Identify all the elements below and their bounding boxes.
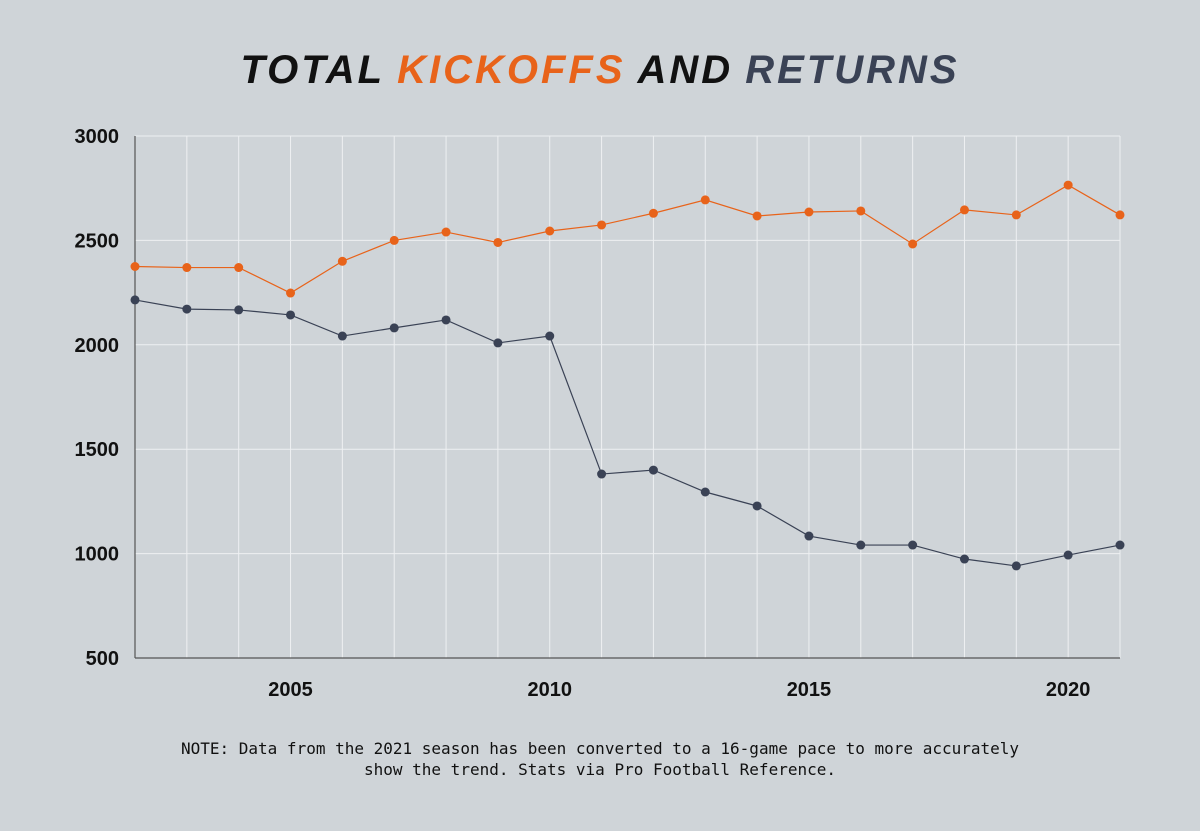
series-2-point — [700, 487, 710, 497]
series-2-point — [337, 331, 347, 341]
title-word-and: AND — [637, 48, 734, 92]
y-tick-label: 1000 — [75, 544, 120, 566]
x-tick-label: 2015 — [787, 679, 832, 701]
series-1-point — [130, 262, 140, 271]
series-2-point — [286, 310, 296, 320]
series-2-point — [648, 465, 658, 475]
series-2-point — [804, 531, 814, 541]
series-2-point — [1011, 561, 1021, 571]
series-1-point — [441, 227, 451, 237]
series-1-point — [1011, 210, 1021, 220]
series-1-point — [337, 256, 347, 266]
series-1-point — [752, 211, 762, 221]
x-tick-label: 2005 — [268, 679, 313, 701]
series-2-point — [908, 540, 918, 550]
series-2-point — [182, 304, 192, 314]
y-tick-label: 3000 — [75, 126, 120, 148]
series-1-point — [856, 206, 866, 216]
series-line-1 — [134, 184, 1121, 294]
series-1-point — [389, 235, 399, 245]
chart-note: NOTE: Data from the 2021 season has been… — [0, 738, 1200, 780]
series-2-point — [389, 323, 399, 333]
series-1-point — [182, 263, 192, 273]
series-2-point — [1115, 540, 1125, 550]
note-line-1: NOTE: Data from the 2021 season has been… — [180, 739, 1020, 758]
series-2-point — [597, 469, 607, 479]
series-line-2 — [134, 299, 1121, 567]
series-1-point — [234, 263, 244, 273]
series-2-point — [130, 295, 140, 305]
series-1-point — [1115, 210, 1125, 220]
series-1-point — [959, 205, 969, 215]
title-word-kickoffs: KICKOFFS — [397, 48, 626, 92]
series-2-point — [959, 554, 969, 564]
title-word-returns: RETURNS — [745, 48, 960, 92]
chart-title: TOTAL KICKOFFS AND RETURNS — [0, 48, 1200, 93]
series-1-point — [545, 226, 555, 236]
y-tick-label: 500 — [86, 648, 119, 670]
series-1-point — [1063, 180, 1073, 190]
series-1-point — [700, 195, 710, 205]
y-tick-label: 2000 — [75, 335, 120, 357]
series-1-point — [804, 207, 814, 217]
series-2-point — [856, 540, 866, 550]
series-1-point — [648, 208, 658, 218]
series-2-point — [234, 305, 244, 315]
title-word-total: TOTAL — [240, 48, 386, 92]
series-2-point — [1063, 550, 1073, 560]
y-tick-label: 1500 — [75, 439, 120, 461]
series-2-point — [441, 315, 451, 325]
series-2-point — [752, 501, 762, 511]
series-1-point — [597, 220, 607, 230]
y-tick-label: 2500 — [75, 230, 120, 252]
x-tick-label: 2020 — [1046, 679, 1091, 701]
series-1-point — [286, 288, 296, 298]
note-line-2: show the trend. Stats via Pro Football R… — [363, 760, 836, 779]
series-1-point — [908, 239, 918, 249]
series-2-point — [545, 331, 555, 341]
series-2-point — [493, 338, 503, 348]
x-tick-label: 2010 — [527, 679, 572, 701]
series-1-point — [493, 237, 503, 247]
